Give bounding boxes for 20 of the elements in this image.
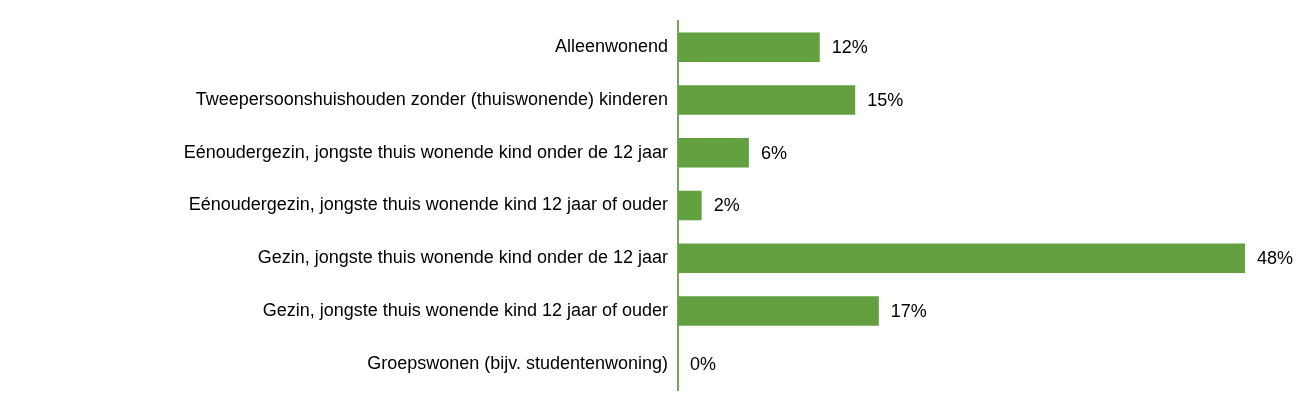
data-label: 48% [1257,248,1294,269]
data-label: 17% [890,301,927,322]
y-tick-label: Gezin, jongste thuis wonende kind 12 jaar of ouder [262,300,668,321]
bar [678,296,879,326]
bar [678,85,856,115]
data-label: 0% [690,353,717,374]
y-tick-label: Tweepersoonshuishouden zonder (thuiswonende) kinderen [195,88,668,109]
bar [678,137,749,168]
data-label: 6% [760,142,787,163]
bar [678,243,1245,274]
data-label: 15% [867,89,904,110]
bar [678,190,702,221]
data-label: 12% [831,37,868,58]
data-label: 2% [713,195,740,216]
y-tick-label: Eénoudergezin, jongste thuis wonende kind onder de 12 jaar [183,141,668,162]
y-tick-label: Groepswonen (bijv. studentenwoning) [367,352,668,373]
y-tick-label: Gezin, jongste thuis wonende kind onder de 12 jaar [257,247,668,268]
bar [678,32,820,62]
y-tick-label: Eénoudergezin, jongste thuis wonende kind 12 jaar of ouder [188,194,668,215]
y-tick-label: Alleenwonend [554,36,668,57]
